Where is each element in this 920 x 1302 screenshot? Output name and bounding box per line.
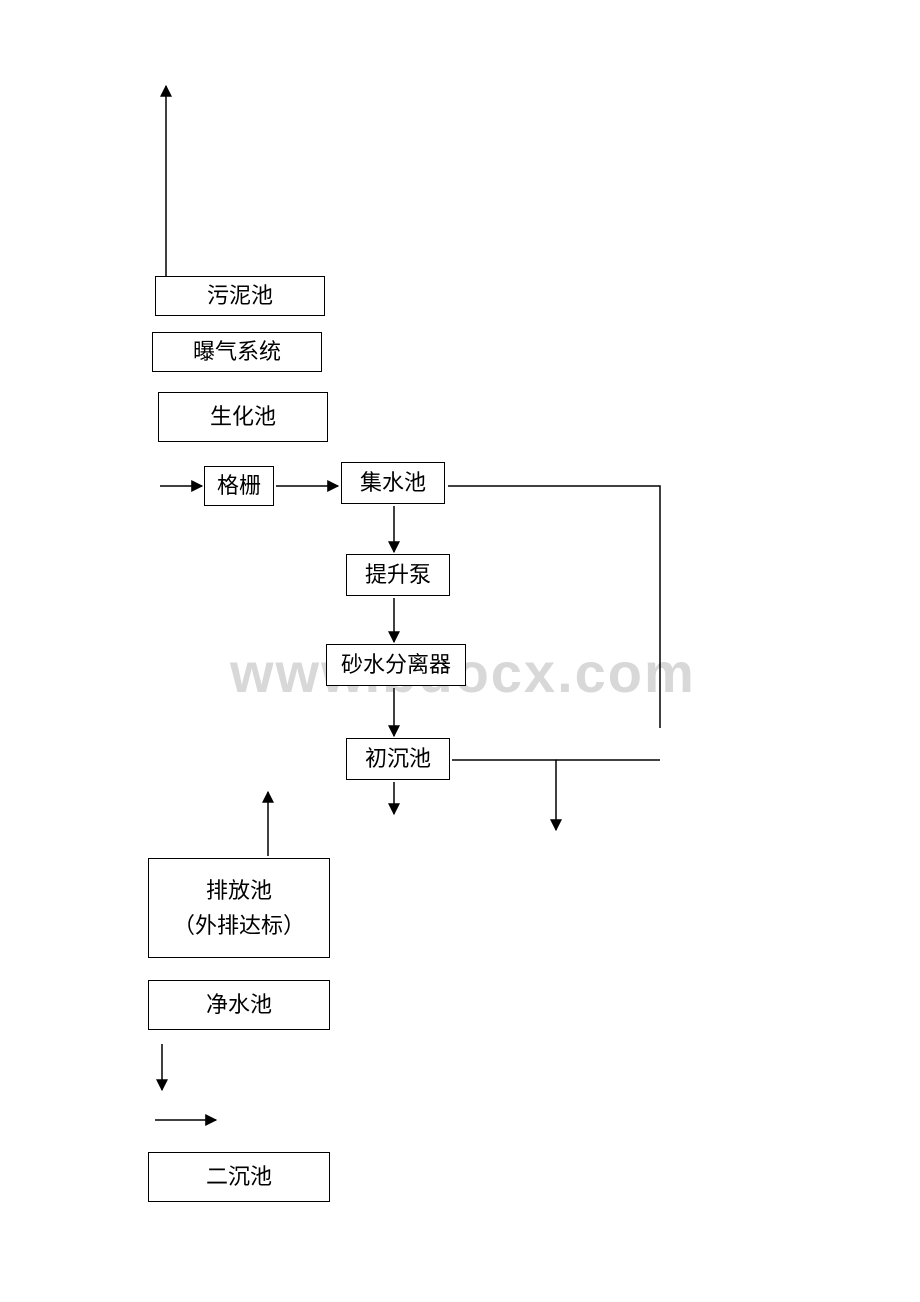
node-label: 曝气系统 [193, 334, 281, 369]
node-label: 排放池 [206, 873, 272, 908]
node-sand-separator: 砂水分离器 [326, 644, 466, 686]
node-label: 提升泵 [365, 557, 431, 592]
node-label: 集水池 [360, 465, 426, 500]
node-label: 净水池 [206, 987, 272, 1022]
node-clean-water-tank: 净水池 [148, 980, 330, 1030]
edge-e11 [448, 486, 660, 728]
node-label: 砂水分离器 [341, 647, 451, 682]
node-primary-sedimentation: 初沉池 [346, 738, 450, 780]
node-grid-screen: 格栅 [204, 466, 274, 506]
node-sublabel: （外排达标） [173, 908, 305, 943]
node-aeration-system: 曝气系统 [152, 332, 322, 372]
node-secondary-sedimentation: 二沉池 [148, 1152, 330, 1202]
node-label: 生化池 [210, 399, 276, 434]
node-sludge-tank: 污泥池 [155, 276, 325, 316]
node-lift-pump: 提升泵 [346, 554, 450, 596]
node-discharge-tank: 排放池 （外排达标） [148, 858, 330, 958]
node-label: 污泥池 [207, 278, 273, 313]
node-biochemical-tank: 生化池 [158, 392, 328, 442]
node-label: 格栅 [217, 468, 261, 503]
node-collecting-tank: 集水池 [341, 462, 445, 504]
node-label: 二沉池 [206, 1159, 272, 1194]
edge-e12 [452, 760, 556, 830]
node-label: 初沉池 [365, 741, 431, 776]
